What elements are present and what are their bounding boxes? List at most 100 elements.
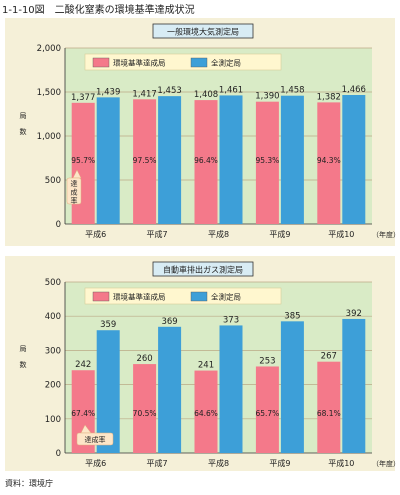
data-label: 369 [161, 317, 177, 327]
bar-achieved [194, 370, 218, 453]
data-label: 392 [346, 309, 362, 319]
y-axis-label: 数 [20, 127, 27, 136]
data-label: 241 [198, 361, 214, 371]
legend-box [84, 53, 282, 71]
legend-label: 環境基準達成局 [113, 58, 166, 68]
callout-box [76, 432, 114, 446]
bar-total [342, 94, 366, 224]
chart-title: 一般環境大気測定局 [167, 27, 239, 37]
x-tick-label: 平成7 [147, 229, 168, 239]
bar-total [96, 330, 120, 453]
x-tick-label: 平成6 [85, 229, 106, 239]
bar-achieved [255, 101, 279, 224]
y-axis-label: 数 [20, 360, 27, 369]
bar-achieved [133, 99, 157, 224]
rate-label: 67.4% [71, 409, 95, 418]
x-tick-label: 平成9 [269, 229, 290, 239]
legend-label: 全測定局 [211, 58, 241, 68]
bar-total [219, 95, 243, 224]
x-unit-label: （年度） [372, 459, 400, 468]
rate-label: 68.1% [317, 409, 341, 418]
data-label: 385 [284, 311, 300, 321]
y-tick-label: 0 [56, 220, 61, 230]
x-unit-label: （年度） [372, 230, 400, 239]
bar-total [96, 97, 120, 224]
callout-text: 達 [71, 179, 78, 188]
data-label: 1,439 [96, 87, 120, 97]
rate-label: 70.5% [133, 409, 157, 418]
data-label: 1,466 [342, 85, 366, 95]
y-tick-label: 500 [45, 176, 61, 186]
y-tick-label: 200 [45, 381, 61, 391]
callout-text: 率 [71, 196, 78, 205]
rate-label: 95.3% [255, 156, 279, 165]
data-label: 260 [136, 354, 152, 364]
rate-label: 64.6% [194, 409, 218, 418]
chart-vehicle-stations: 自動車排出ガス測定局 0 100 200 300 400 500 局数 環境基準達成局 全測定局 2… [20, 261, 400, 468]
bar-achieved [255, 366, 279, 453]
y-axis-label: 局 [20, 345, 27, 353]
bar-achieved [133, 364, 157, 453]
x-tick-label: 平成7 [147, 458, 168, 468]
data-label: 242 [75, 360, 91, 370]
callout-text: 達成率 [85, 435, 106, 444]
data-label: 1,453 [157, 86, 181, 96]
rate-label: 95.7% [71, 156, 95, 165]
y-tick-label: 1,000 [37, 132, 61, 142]
rate-label: 96.4% [194, 156, 218, 165]
data-label: 373 [223, 315, 239, 325]
data-label: 1,377 [71, 93, 95, 103]
chart-panel-vehicle: 自動車排出ガス測定局 0 100 200 300 400 500 局数 環境基準達成局 全測定局 2… [5, 256, 400, 471]
data-label: 1,408 [194, 90, 218, 100]
figure-title: 1-1-10図 二酸化窒素の環境基準達成状況 [2, 5, 195, 16]
bar-total [158, 96, 182, 224]
y-axis-label: 局 [20, 112, 27, 120]
bar-total [280, 321, 304, 453]
data-label: 1,382 [317, 92, 341, 102]
y-tick-label: 500 [45, 278, 61, 288]
rate-label: 97.5% [133, 156, 157, 165]
x-tick-label: 平成9 [269, 458, 290, 468]
bar-total [158, 326, 182, 453]
rate-label: 65.7% [255, 409, 279, 418]
callout-text: 成 [71, 188, 78, 197]
legend-swatch [92, 57, 110, 68]
bar-total [219, 325, 243, 453]
bar-total [280, 95, 304, 224]
data-label: 253 [259, 356, 275, 366]
y-tick-label: 1,500 [37, 88, 61, 98]
legend-swatch [92, 291, 110, 302]
x-tick-label: 平成10 [328, 229, 354, 239]
legend-swatch [190, 291, 208, 302]
y-tick-label: 400 [45, 312, 61, 322]
x-tick-label: 平成8 [208, 458, 229, 468]
rate-callout: 達成率 [66, 169, 82, 205]
data-label: 1,461 [219, 85, 243, 95]
chart-title: 自動車排出ガス測定局 [163, 265, 243, 275]
x-tick-label: 平成10 [328, 458, 354, 468]
y-tick-label: 100 [45, 415, 61, 425]
legend-swatch [190, 57, 208, 68]
chart-title-box [152, 261, 254, 277]
data-label: 359 [100, 320, 116, 330]
data-label: 1,390 [255, 92, 279, 102]
data-label: 1,417 [132, 89, 156, 99]
bar-achieved [317, 361, 341, 453]
source-note: 資料：環境庁 [5, 479, 53, 488]
chart-title-box [152, 23, 254, 39]
bar-achieved [194, 100, 218, 224]
y-tick-label: 2,000 [37, 44, 61, 54]
legend-label: 環境基準達成局 [113, 292, 166, 302]
bar-total [342, 318, 366, 453]
data-label: 1,458 [280, 86, 304, 96]
y-tick-label: 0 [56, 449, 61, 459]
rate-callout: 達成率 [76, 424, 114, 446]
bar-achieved [317, 102, 341, 224]
chart-general-stations: 一般環境大気測定局 0 500 1,000 1,500 2,000 局数 環境基準達成局 全測定… [20, 23, 400, 239]
x-tick-label: 平成6 [85, 458, 106, 468]
y-tick-label: 300 [45, 346, 61, 356]
chart-panel-general: 一般環境大気測定局 0 500 1,000 1,500 2,000 局数 環境基準達成局 全測定… [5, 18, 400, 246]
legend-label: 全測定局 [211, 292, 241, 302]
x-tick-label: 平成8 [208, 229, 229, 239]
legend-box [84, 287, 282, 305]
